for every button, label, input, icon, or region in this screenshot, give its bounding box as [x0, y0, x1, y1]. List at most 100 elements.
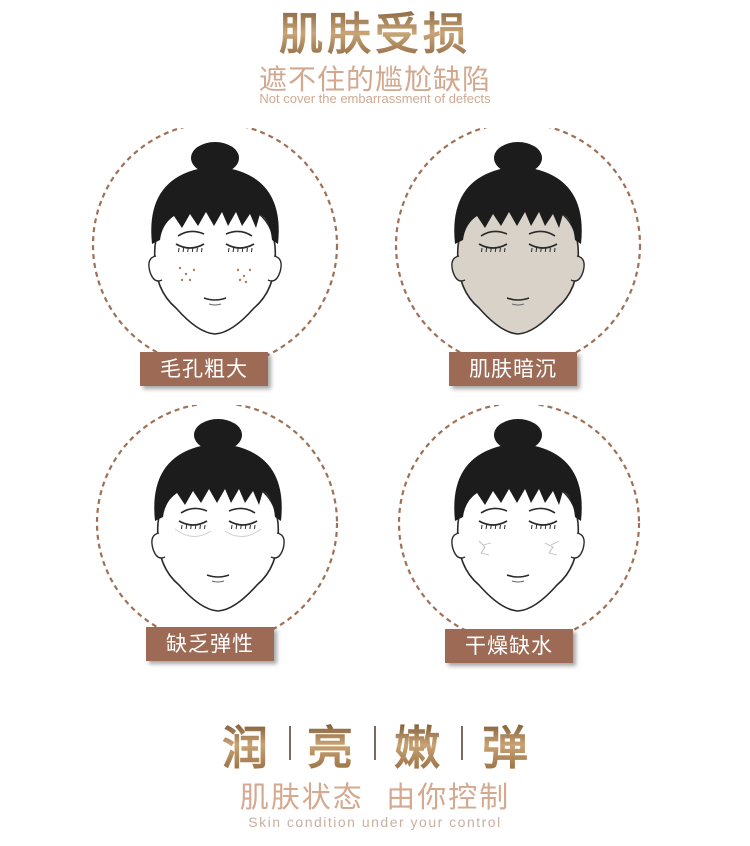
slogan-word-4: 弹	[482, 712, 528, 778]
eyelash	[249, 524, 251, 530]
eyelash	[554, 247, 556, 253]
eyelash	[544, 524, 547, 530]
eyelash	[531, 524, 533, 530]
eyelash	[228, 247, 230, 253]
hair-icon	[151, 167, 279, 244]
face-drawing	[151, 419, 285, 612]
eyelash	[187, 247, 189, 253]
eyelash	[231, 524, 233, 530]
eyelash	[235, 524, 238, 530]
eyelash	[554, 524, 556, 530]
face-drawing	[148, 142, 282, 335]
ear-left	[451, 532, 466, 559]
eyelash	[544, 247, 547, 253]
eyelash	[251, 247, 253, 253]
eyelash	[540, 524, 542, 530]
lower-lip	[211, 580, 225, 583]
ear-right	[267, 255, 282, 282]
eyelash	[185, 524, 188, 530]
eyelash	[490, 524, 492, 530]
eyelash	[244, 524, 247, 530]
slogan-words: 润 亮 嫩 弹	[0, 712, 750, 775]
eyelash	[199, 524, 201, 530]
divider	[374, 726, 376, 760]
panel-lack-elasticity: 缺乏弹性	[93, 405, 363, 675]
eyelash	[494, 524, 497, 530]
pore-dot	[236, 268, 240, 272]
page-title: 肌肤受损	[0, 0, 750, 62]
face-illustration-dryness	[397, 405, 641, 645]
page-subtitle-english: Not cover the embarrassment of defects	[259, 91, 491, 106]
eyelash	[196, 247, 198, 253]
pore-dot	[192, 268, 196, 272]
label-dry-skin: 干燥缺水	[445, 629, 573, 663]
pore-dot	[242, 274, 246, 278]
eyelash	[504, 524, 506, 530]
eye-left	[478, 520, 508, 526]
eyelash	[485, 524, 488, 530]
pore-dot	[180, 278, 184, 282]
ear-right	[570, 255, 585, 282]
hair-bun-icon	[494, 419, 542, 451]
eyelash	[485, 247, 488, 253]
mouth	[206, 574, 230, 578]
eyelash	[201, 247, 203, 253]
eyelash	[178, 247, 180, 253]
pore-dot	[248, 268, 252, 272]
hair-icon	[454, 444, 582, 521]
eyelash	[531, 247, 533, 253]
pore-dot	[244, 280, 248, 284]
eye-left	[478, 243, 508, 249]
eyelash	[535, 247, 538, 253]
ear-right	[570, 532, 585, 559]
pore-dot	[178, 266, 182, 270]
eyelash	[194, 524, 197, 530]
slogan-word-1: 润	[222, 712, 268, 778]
label-lack-elasticity: 缺乏弹性	[146, 627, 274, 661]
eyelash	[494, 247, 497, 253]
ear-left	[148, 255, 163, 282]
eyelash	[182, 247, 185, 253]
dry-crack	[482, 542, 492, 546]
mouth	[506, 297, 530, 301]
eyelash	[481, 524, 483, 530]
pore-dot	[184, 272, 188, 276]
panel-large-pores: 毛孔粗大	[90, 128, 360, 398]
face-drawing	[451, 142, 585, 335]
eye-bag-left	[174, 528, 212, 537]
eye-right	[225, 243, 255, 249]
eyelash	[232, 247, 235, 253]
hair-bun-icon	[194, 419, 242, 451]
eyebrow-right	[225, 230, 253, 237]
panel-dull-skin: 肌肤暗沉	[393, 128, 663, 398]
eyelash	[549, 524, 551, 530]
hair-icon	[154, 444, 282, 521]
eyebrow-right	[528, 507, 556, 514]
divider	[461, 726, 463, 760]
eyelash	[254, 524, 256, 530]
slogan-line-english: Skin condition under your control	[248, 814, 502, 830]
eyelash	[246, 247, 248, 253]
eyelash	[204, 524, 206, 530]
divider	[289, 726, 291, 760]
eyebrow-right	[528, 230, 556, 237]
eye-right	[528, 520, 558, 526]
eyebrow-left	[480, 230, 508, 237]
face-illustration-dullness	[394, 128, 642, 369]
dry-crack	[544, 542, 558, 556]
eyebrow-right	[228, 507, 256, 514]
face-illustration-pores	[91, 128, 339, 369]
eyelash	[181, 524, 183, 530]
eyelash	[490, 247, 492, 253]
eyebrow-left	[177, 230, 205, 237]
hair-bun-icon	[191, 142, 239, 174]
eyelash	[549, 247, 551, 253]
eyelash	[241, 247, 244, 253]
label-large-pores: 毛孔粗大	[140, 352, 268, 386]
mouth	[203, 297, 227, 301]
dry-crack	[550, 540, 560, 546]
slogan-line: 肌肤状态 由你控制	[239, 780, 511, 814]
hair-bun-icon	[494, 142, 542, 174]
eyelash	[481, 247, 483, 253]
eyebrow-left	[180, 507, 208, 514]
